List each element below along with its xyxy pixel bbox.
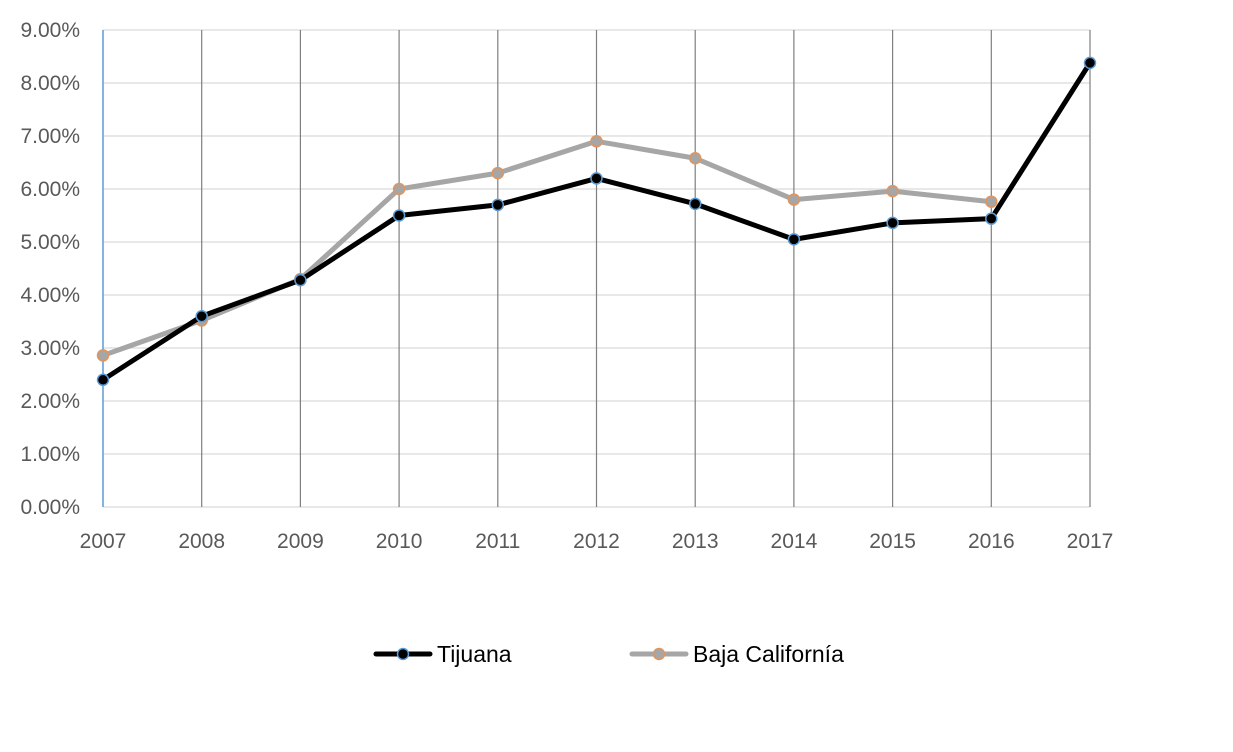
legend-swatch-marker [652, 647, 666, 661]
data-point [590, 172, 603, 185]
y-tick-label: 3.00% [20, 337, 80, 360]
data-point [96, 349, 110, 362]
y-tick-label: 7.00% [20, 125, 80, 148]
x-tick-label: 2015 [869, 530, 916, 553]
data-point [491, 198, 505, 212]
x-tick-label: 2014 [771, 530, 818, 553]
y-tick-label: 6.00% [20, 178, 80, 201]
x-tick-label: 2011 [475, 530, 520, 553]
vertical-grid [201, 30, 1091, 507]
x-tick-label: 2017 [1067, 530, 1114, 553]
x-tick-label: 2010 [376, 530, 423, 553]
data-point [590, 135, 603, 148]
series-line [100, 138, 994, 358]
x-tick-label: 2008 [178, 530, 225, 553]
data-point [886, 216, 899, 230]
y-tick-label: 0.00% [20, 496, 80, 519]
series-tijuana [96, 56, 1097, 387]
series-baja-california [96, 135, 998, 362]
legend-item: Baja Californía [629, 641, 844, 667]
data-point [294, 273, 307, 287]
data-point [96, 373, 110, 387]
y-tick-label: 4.00% [20, 284, 80, 307]
data-point [886, 184, 899, 198]
x-tick-labels: 2007 2008 2009 2010 2011 2012 2013 2014 2015 2016… [80, 530, 1114, 553]
data-point [392, 209, 406, 222]
data-point [688, 152, 702, 165]
data-point [195, 309, 208, 323]
y-tick-labels: 0.00% 1.00% 2.00% 3.00% 4.00% 5.00% 6.00% 7.00%… [20, 19, 80, 519]
data-point [1083, 56, 1097, 70]
legend-label: Tijuana [437, 641, 512, 667]
data-point [491, 166, 505, 180]
data-point [787, 193, 801, 206]
data-point [787, 233, 801, 246]
x-tick-label: 2016 [968, 530, 1015, 553]
x-tick-label: 2012 [573, 530, 620, 553]
y-tick-label: 1.00% [20, 443, 80, 466]
legend-swatch-marker [396, 647, 410, 661]
y-tick-label: 8.00% [20, 72, 80, 95]
y-tick-label: 9.00% [20, 19, 80, 42]
y-tick-label: 2.00% [20, 390, 80, 413]
data-point [688, 197, 702, 211]
legend: Tijuana Baja Californía [373, 641, 844, 667]
x-tick-label: 2007 [80, 530, 127, 553]
series-group [96, 56, 1097, 387]
data-point [985, 195, 998, 208]
legend-label: Baja Californía [693, 641, 844, 667]
y-tick-label: 5.00% [20, 231, 80, 254]
data-point [985, 212, 998, 225]
x-tick-label: 2009 [277, 530, 324, 553]
data-point [392, 182, 406, 196]
legend-item: Tijuana [373, 641, 512, 667]
x-tick-label: 2013 [672, 530, 719, 553]
